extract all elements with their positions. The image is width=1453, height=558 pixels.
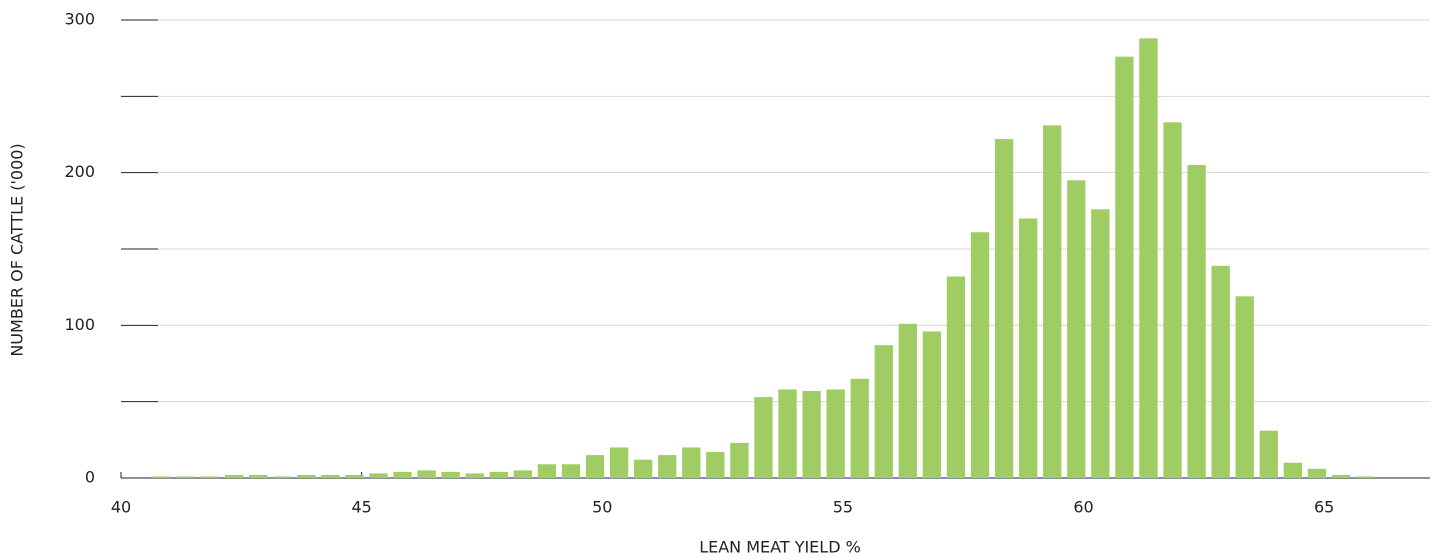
bar	[585, 455, 605, 478]
bar	[249, 474, 268, 478]
y-axis-title: NUMBER OF CATTLE ('000)	[8, 143, 27, 356]
bar	[730, 442, 749, 478]
y-tick-label: 0	[85, 468, 95, 487]
bar	[1019, 218, 1038, 478]
y-tick-label: 100	[64, 315, 95, 334]
bar	[1115, 56, 1134, 478]
bar	[1283, 462, 1302, 478]
bar	[369, 473, 388, 478]
x-axis-title: LEAN MEAT YIELD %	[699, 538, 861, 557]
bar	[489, 471, 508, 478]
bar	[1235, 296, 1254, 478]
x-tick-label: 65	[1314, 498, 1334, 517]
bar	[874, 345, 893, 478]
x-tick-label: 55	[833, 498, 853, 517]
y-tick-label: 200	[64, 162, 95, 181]
bar	[946, 276, 966, 478]
bar	[994, 139, 1014, 478]
bar	[778, 389, 797, 478]
bar	[1211, 265, 1230, 478]
bar	[1187, 165, 1206, 479]
bar	[922, 331, 942, 478]
bar	[200, 476, 220, 478]
bar	[1355, 476, 1375, 478]
bar	[273, 476, 292, 478]
bar	[417, 470, 436, 478]
bar	[224, 474, 244, 478]
bar	[970, 232, 990, 478]
bar	[850, 378, 869, 478]
bar	[682, 447, 701, 478]
bar	[826, 389, 845, 478]
bar	[1067, 180, 1086, 479]
bar	[609, 447, 629, 478]
bar	[658, 455, 677, 478]
bar	[1091, 209, 1110, 478]
bar	[1163, 122, 1182, 478]
bar	[706, 452, 725, 478]
bar	[345, 474, 364, 478]
bar	[1043, 125, 1062, 478]
bar	[1331, 474, 1351, 478]
bar	[1139, 38, 1158, 478]
bar	[634, 459, 653, 478]
bar	[465, 473, 484, 478]
x-tick-label: 40	[111, 498, 131, 517]
bar	[441, 471, 460, 478]
bar	[176, 476, 196, 478]
bar	[321, 474, 340, 478]
bar	[898, 323, 917, 478]
bar	[537, 464, 557, 478]
x-tick-label: 60	[1073, 498, 1093, 517]
bar	[393, 471, 412, 478]
bar	[561, 464, 581, 478]
bar	[1259, 430, 1278, 478]
y-tick-label: 300	[64, 10, 95, 29]
bar	[513, 470, 532, 478]
bar	[802, 390, 821, 478]
bar	[152, 476, 172, 478]
bar	[754, 397, 773, 478]
x-tick-label: 50	[592, 498, 612, 517]
bar	[1307, 468, 1327, 478]
x-tick-label: 45	[351, 498, 371, 517]
bar	[297, 474, 316, 478]
